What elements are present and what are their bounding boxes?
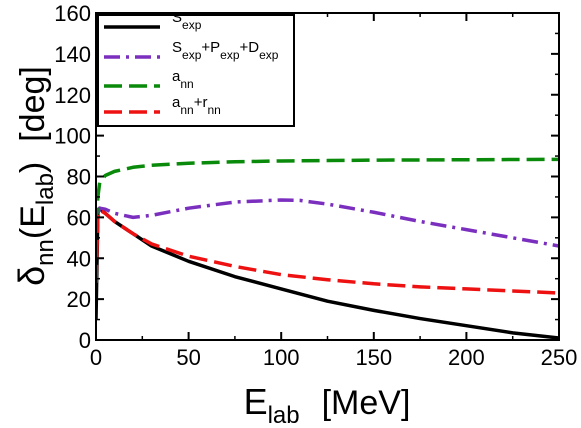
- legend-entries: Sexp Sexp+Pexp+Dexp ann ann+rnn: [104, 9, 279, 117]
- series-line-0: [96, 206, 559, 340]
- x-tick-label-2: 100: [263, 345, 300, 370]
- y-tick-label-5: 100: [54, 124, 91, 149]
- legend-label-2: ann: [172, 68, 194, 91]
- x-tick-label-4: 200: [448, 345, 485, 370]
- series-line-1: [96, 198, 559, 248]
- y-tick-label-0: 0: [79, 328, 91, 353]
- y-tick-label-4: 80: [67, 165, 91, 190]
- x-tick-label-3: 150: [355, 345, 392, 370]
- legend-label-3: ann+rnn: [172, 94, 221, 117]
- legend-label-0: Sexp: [172, 9, 202, 32]
- y-axis-label-paren-sub: lab: [32, 173, 59, 205]
- y-axis-label-main: δ: [11, 266, 52, 286]
- x-axis-label-main: E: [244, 381, 268, 422]
- y-axis-label-unit: [deg]: [14, 66, 52, 142]
- series-line-2: [96, 157, 559, 226]
- y-tick-label-6: 120: [54, 83, 91, 108]
- y-tick-label-2: 40: [67, 246, 91, 271]
- legend-label-1: Sexp+Pexp+Dexp: [172, 39, 279, 62]
- y-axis-label-paren-close: ): [14, 162, 52, 173]
- y-tick-label-3: 60: [67, 205, 91, 230]
- x-tick-label-1: 50: [176, 345, 200, 370]
- legend: Sexp Sexp+Pexp+Dexp ann ann+rnn: [97, 9, 295, 127]
- x-axis-label-sub: lab: [268, 402, 300, 428]
- y-tick-label-8: 160: [54, 1, 91, 26]
- x-tick-label-0: 0: [90, 345, 102, 370]
- series-line-3: [96, 208, 559, 295]
- series-layer: [96, 157, 559, 340]
- x-axis-label-unit: [MeV]: [322, 384, 411, 422]
- y-axis-label-sub: nn: [32, 239, 59, 266]
- x-tick-label-5: 250: [541, 345, 578, 370]
- y-tick-label-7: 140: [54, 42, 91, 67]
- y-axis-label-paren-open: (E: [14, 205, 52, 239]
- x-axis-label: Elab [MeV]: [244, 381, 411, 428]
- ticks-layer: 0 50 100 150 200 250 0 20 40 60 80 100 120 140 160: [54, 1, 577, 370]
- y-tick-label-1: 20: [67, 287, 91, 312]
- y-axis-label: δnn(Elab) [deg]: [11, 66, 59, 286]
- legend-box: [97, 14, 295, 127]
